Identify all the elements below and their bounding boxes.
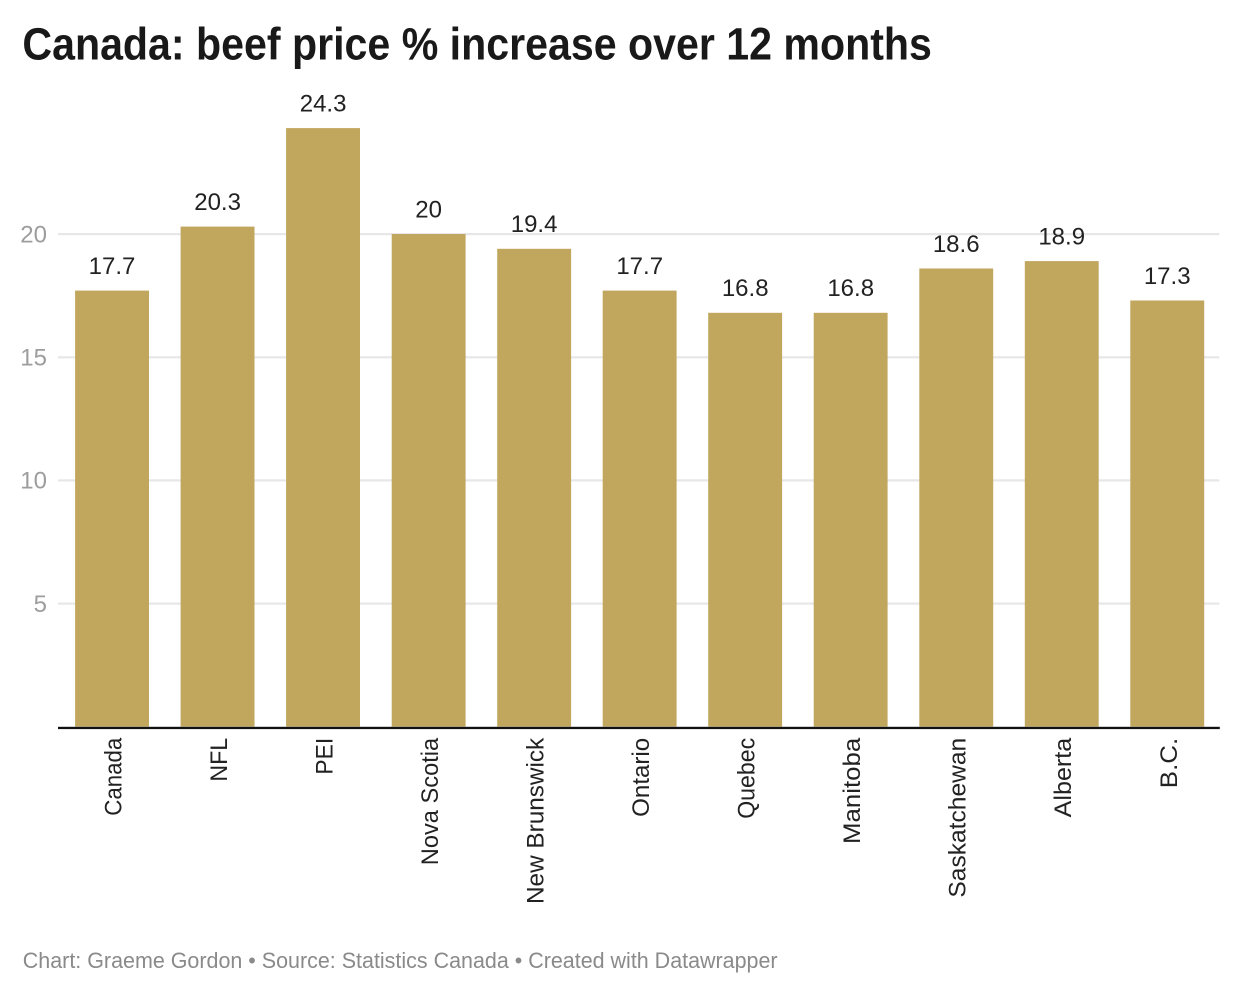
svg-text:17.3: 17.3 <box>1144 263 1191 290</box>
svg-text:18.9: 18.9 <box>1038 223 1085 250</box>
svg-text:10: 10 <box>20 468 47 495</box>
svg-text:15: 15 <box>20 345 47 372</box>
svg-text:Saskatchewan: Saskatchewan <box>945 738 972 898</box>
svg-text:Ontario: Ontario <box>628 738 655 817</box>
svg-text:Nova Scotia: Nova Scotia <box>417 737 444 865</box>
svg-text:17.7: 17.7 <box>616 253 663 280</box>
svg-text:New Brunswick: New Brunswick <box>523 738 550 904</box>
svg-text:20: 20 <box>415 196 442 223</box>
svg-text:B.C.: B.C. <box>1156 738 1183 788</box>
svg-text:Quebec: Quebec <box>734 738 761 819</box>
svg-text:Manitoba: Manitoba <box>839 737 866 844</box>
svg-text:Canada: Canada <box>101 737 128 816</box>
svg-text:18.6: 18.6 <box>933 231 980 258</box>
svg-text:Alberta: Alberta <box>1050 737 1077 817</box>
svg-text:20.3: 20.3 <box>194 189 241 216</box>
svg-text:16.8: 16.8 <box>827 275 874 302</box>
svg-text:NFL: NFL <box>206 738 233 782</box>
svg-text:Chart: Graeme Gordon • Source:: Chart: Graeme Gordon • Source: Statistic… <box>23 948 778 973</box>
svg-text:PEI: PEI <box>312 738 339 775</box>
svg-text:17.7: 17.7 <box>89 253 136 280</box>
svg-text:20: 20 <box>20 221 47 248</box>
svg-text:Canada: beef price % increase: Canada: beef price % increase over 12 mo… <box>22 19 932 70</box>
svg-text:24.3: 24.3 <box>300 90 347 117</box>
svg-text:16.8: 16.8 <box>722 275 769 302</box>
svg-text:5: 5 <box>34 591 47 618</box>
svg-text:19.4: 19.4 <box>511 211 558 238</box>
